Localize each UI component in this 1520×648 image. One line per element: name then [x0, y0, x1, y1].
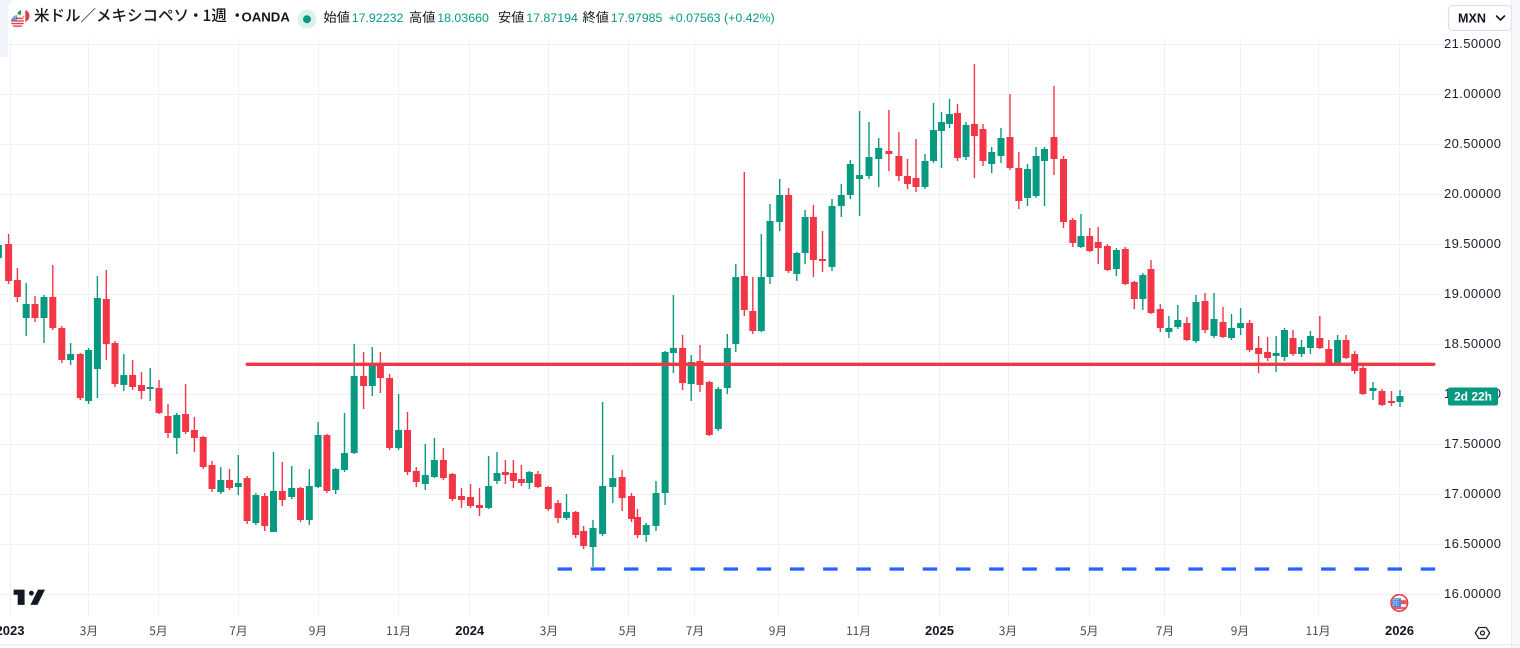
- svg-text:19.50000: 19.50000: [1444, 236, 1501, 251]
- svg-text:2025: 2025: [925, 623, 954, 638]
- svg-text:17.87194: 17.87194: [526, 11, 578, 25]
- svg-text:19.00000: 19.00000: [1444, 286, 1501, 301]
- svg-text:20.50000: 20.50000: [1444, 136, 1501, 151]
- svg-text:17.00000: 17.00000: [1444, 486, 1501, 501]
- svg-text:17.97985: 17.97985: [611, 11, 663, 25]
- svg-text:2026: 2026: [1385, 623, 1414, 638]
- svg-text:OANDA: OANDA: [242, 10, 291, 25]
- svg-text:21.50000: 21.50000: [1444, 36, 1501, 51]
- svg-text:2024: 2024: [455, 623, 485, 638]
- svg-text:18.03660: 18.03660: [437, 11, 489, 25]
- svg-text:MXN: MXN: [1458, 12, 1486, 26]
- svg-text:16.50000: 16.50000: [1444, 536, 1501, 551]
- svg-text:+0.07563 (+0.42%): +0.07563 (+0.42%): [669, 11, 775, 25]
- svg-text:17.50000: 17.50000: [1444, 436, 1501, 451]
- svg-text:21.00000: 21.00000: [1444, 86, 1501, 101]
- svg-text:16.00000: 16.00000: [1444, 586, 1501, 601]
- svg-text:2023: 2023: [0, 623, 24, 638]
- svg-text:20.00000: 20.00000: [1444, 186, 1501, 201]
- svg-text:17.92232: 17.92232: [352, 11, 404, 25]
- svg-text:2d 22h: 2d 22h: [1454, 390, 1492, 404]
- svg-text:18.50000: 18.50000: [1444, 336, 1501, 351]
